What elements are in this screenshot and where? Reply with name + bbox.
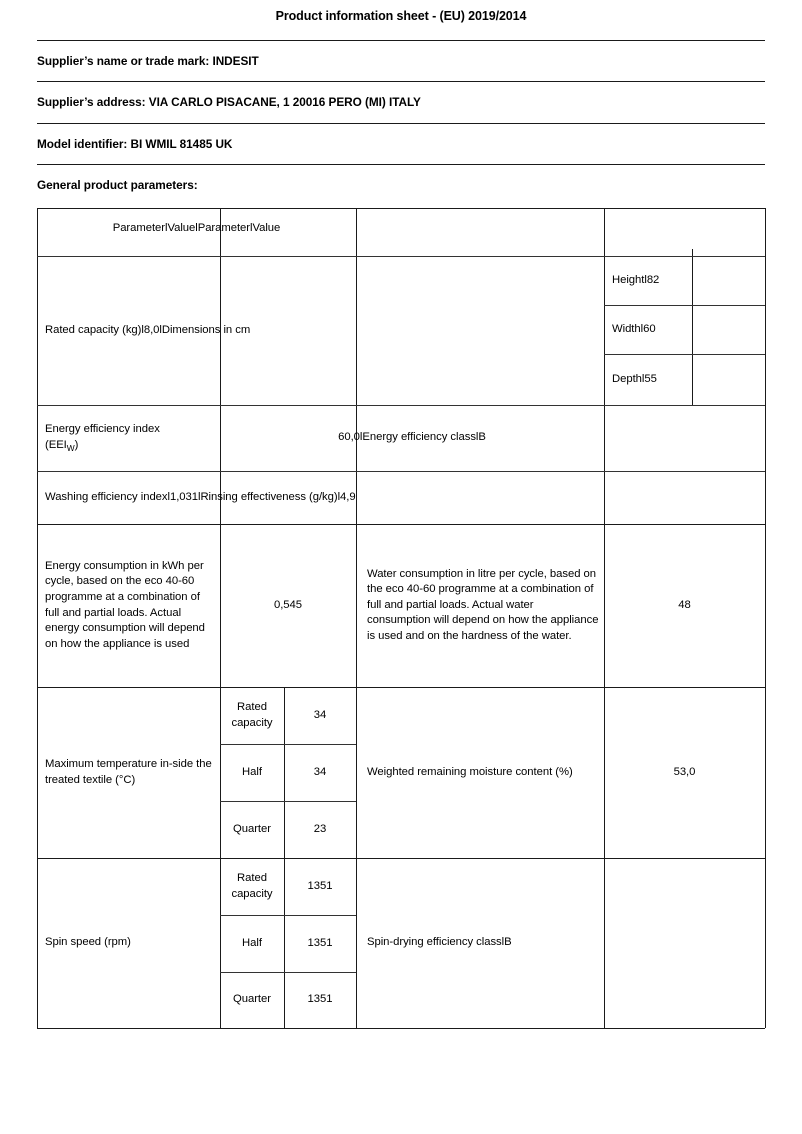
- spin-speed-load-rated-cell: Rated capacity: [220, 858, 284, 915]
- rated-capacity-row-label: Rated capacity (kg)l8,0lDimensions in cm: [45, 256, 345, 405]
- spin-speed-load-quarter-label: Quarter: [233, 993, 271, 1006]
- eei-value-text: 60,0lEnergy efficiency classlB: [338, 431, 486, 444]
- spin-speed-load-half-label: Half: [242, 936, 262, 949]
- row-divider-header: [37, 256, 765, 257]
- table-column-rule-left: [37, 208, 38, 1028]
- spin-drying-class-cell: Spin-drying efficiency classlB: [367, 858, 599, 1028]
- max-temperature-label-text: Maximum temperature in-side the treated …: [45, 757, 212, 786]
- eei-label-line2-pre: (EEI: [45, 439, 67, 451]
- dimension-divider-1: [604, 305, 765, 306]
- water-consumption-value-cell: 48: [604, 524, 765, 687]
- row-divider-washing: [37, 524, 765, 525]
- energy-consumption-label-text: Energy consumption in kWh per cycle, bas…: [45, 559, 205, 650]
- table-bottom-border: [37, 1028, 765, 1029]
- max-temp-load-quarter-cell: Quarter: [220, 801, 284, 858]
- max-temp-value-quarter-text: 23: [313, 822, 327, 835]
- max-temp-load-half-label: Half: [242, 765, 262, 778]
- max-temp-load-rated-label: Rated capacity: [231, 700, 273, 729]
- dimension-depth-label: Depthl55: [612, 372, 657, 385]
- eei-label-subscript: W: [66, 443, 75, 453]
- max-temp-load-half-cell: Half: [220, 744, 284, 801]
- water-consumption-label-text: Water consumption in litre per cycle, ba…: [367, 567, 599, 642]
- spin-speed-value-half-text: 1351: [307, 936, 333, 949]
- general-parameters-row: General product parameters:: [37, 178, 198, 192]
- general-product-parameters-table: ParameterlValuelParameterlValue Rated ca…: [37, 208, 766, 1029]
- max-temp-subdivider-2: [220, 801, 356, 802]
- spin-speed-value-quarter-text: 1351: [307, 993, 333, 1006]
- model-identifier-row: Model identifier: BI WMIL 81485 UK: [37, 137, 233, 151]
- dimension-depth-cell: Depthl55: [612, 354, 692, 405]
- page-title: Product information sheet - (EU) 2019/20…: [275, 9, 527, 23]
- moisture-value-text: 53,0: [673, 765, 696, 778]
- eei-label-line2-post: ): [74, 439, 79, 451]
- eei-label-text: Energy efficiency index (EEIW): [45, 422, 215, 453]
- washing-efficiency-text: Washing efficiency indexl1,031lRinsing e…: [45, 490, 356, 503]
- row-divider-consumption: [37, 687, 765, 688]
- spin-speed-load-rated-label: Rated capacity: [231, 871, 273, 900]
- eei-label-cell: Energy efficiency index (EEIW): [45, 405, 215, 471]
- eei-value-cell: 60,0lEnergy efficiency classlB: [220, 405, 604, 471]
- supplier-address-row: Supplier’s address: VIA CARLO PISACANE, …: [37, 95, 421, 109]
- table-header-label: ParameterlValuelParameterlValue: [112, 222, 281, 234]
- table-column-rule-dimensions: [692, 249, 693, 405]
- max-temp-value-half-text: 34: [313, 765, 327, 778]
- rated-capacity-text: Rated capacity (kg)l8,0lDimensions in cm: [45, 323, 251, 336]
- spin-speed-load-half-cell: Half: [220, 915, 284, 972]
- row-divider-dimensions: [37, 405, 765, 406]
- moisture-value-cell: 53,0: [604, 687, 765, 858]
- max-temperature-label-cell: Maximum temperature in-side the treated …: [45, 687, 217, 858]
- max-temp-value-quarter-cell: 23: [284, 801, 356, 858]
- water-consumption-label-cell: Water consumption in litre per cycle, ba…: [367, 524, 599, 687]
- energy-consumption-label-cell: Energy consumption in kWh per cycle, bas…: [45, 524, 217, 687]
- table-column-rule-right: [765, 208, 766, 1028]
- spin-speed-label-cell: Spin speed (rpm): [45, 858, 217, 1028]
- table-column-rule-2: [356, 208, 357, 1028]
- eei-label-line1: Energy efficiency index: [45, 423, 160, 436]
- spin-speed-value-half-cell: 1351: [284, 915, 356, 972]
- dimension-height-label: Heightl82: [612, 273, 660, 286]
- max-temp-value-rated-text: 34: [313, 708, 327, 721]
- energy-consumption-value-text: 0,545: [273, 598, 303, 611]
- header-divider-4: [37, 164, 765, 165]
- spin-speed-value-rated-cell: 1351: [284, 858, 356, 915]
- spin-speed-value-quarter-cell: 1351: [284, 972, 356, 1028]
- header-divider-3: [37, 123, 765, 124]
- row-divider-eei: [37, 471, 765, 472]
- moisture-label-cell: Weighted remaining moisture content (%): [367, 687, 599, 858]
- max-temp-load-rated-cell: Rated capacity: [220, 687, 284, 744]
- supplier-name-row: Supplier’s name or trade mark: INDESIT: [37, 54, 259, 68]
- dimension-height-cell: Heightl82: [612, 256, 692, 305]
- table-column-rule-1: [220, 208, 221, 1028]
- max-temp-value-half-cell: 34: [284, 744, 356, 801]
- dimension-width-label: Widthl60: [612, 322, 656, 335]
- max-temp-value-rated-cell: 34: [284, 687, 356, 744]
- max-temp-load-quarter-label: Quarter: [233, 822, 271, 835]
- spin-drying-class-text: Spin-drying efficiency classlB: [367, 936, 512, 949]
- water-consumption-value-text: 48: [678, 598, 691, 611]
- header-divider-1: [37, 40, 765, 41]
- spin-speed-label-text: Spin speed (rpm): [45, 936, 131, 949]
- table-column-rule-1b: [284, 687, 285, 1028]
- dimension-divider-2: [604, 354, 765, 355]
- table-top-border: [37, 208, 765, 209]
- row-divider-max-temp: [37, 858, 765, 859]
- max-temp-subdivider-1: [220, 744, 356, 745]
- moisture-label-text: Weighted remaining moisture content (%): [367, 765, 573, 778]
- header-divider-2: [37, 81, 765, 82]
- spin-speed-value-rated-text: 1351: [307, 879, 333, 892]
- energy-consumption-value-cell: 0,545: [220, 524, 356, 687]
- spin-speed-subdivider-2: [220, 972, 356, 973]
- dimension-width-cell: Widthl60: [612, 305, 692, 354]
- washing-efficiency-cell: Washing efficiency indexl1,031lRinsing e…: [45, 471, 605, 524]
- spin-speed-load-quarter-cell: Quarter: [220, 972, 284, 1028]
- spin-speed-subdivider-1: [220, 915, 356, 916]
- table-column-rule-3: [604, 208, 605, 1028]
